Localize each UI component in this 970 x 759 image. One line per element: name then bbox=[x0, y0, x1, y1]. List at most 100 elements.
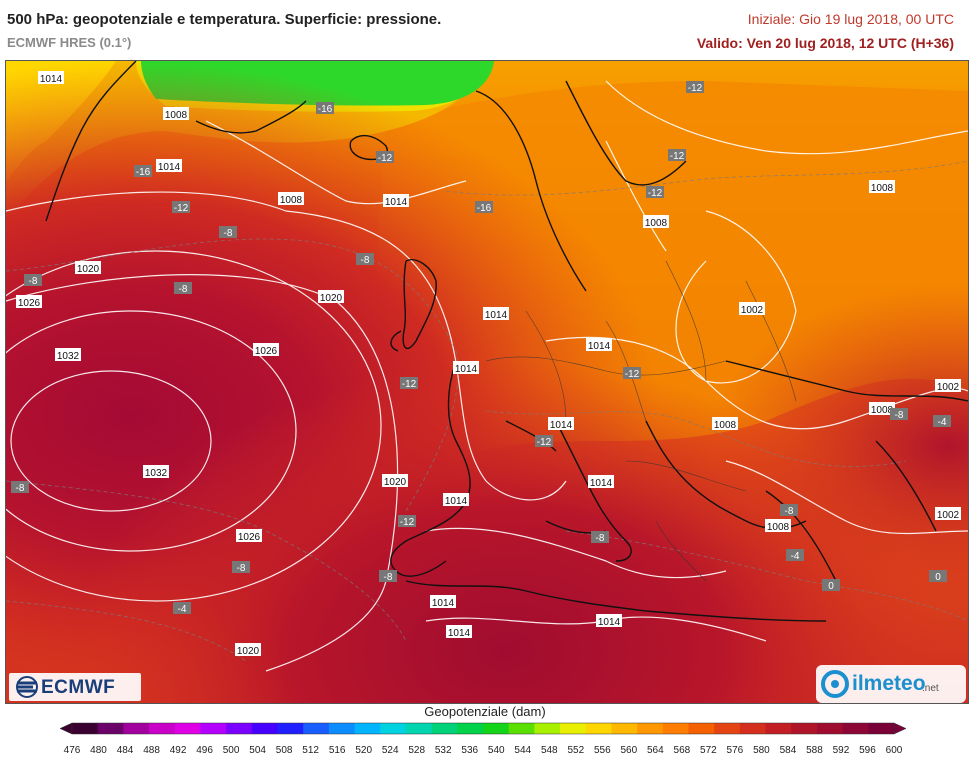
weather-map[interactable]: 1014 1008 1014 1008 1014 1020 1026 1032 … bbox=[5, 60, 969, 704]
ilmeteo-logo-text: ilmeteo bbox=[852, 672, 926, 695]
svg-text:1008: 1008 bbox=[280, 195, 303, 206]
colorbar-swatch bbox=[174, 723, 201, 734]
isobars bbox=[6, 80, 968, 672]
isobar-label: 1008 bbox=[278, 192, 304, 206]
geopotential-colorbar: 476 480 484 488 492 496 500 504 508 512 516 520 524 5… bbox=[59, 722, 907, 756]
svg-text:1026: 1026 bbox=[238, 532, 261, 543]
svg-text:1026: 1026 bbox=[18, 298, 41, 309]
isobar-label: 1014 bbox=[548, 417, 574, 431]
svg-text:1014: 1014 bbox=[550, 420, 573, 431]
temperature-label: -12 bbox=[668, 149, 686, 162]
svg-text:1014: 1014 bbox=[432, 598, 455, 609]
svg-text:1014: 1014 bbox=[590, 478, 613, 489]
svg-text:-4: -4 bbox=[938, 417, 947, 428]
colorbar-swatch bbox=[483, 723, 510, 734]
svg-text:1014: 1014 bbox=[485, 310, 508, 321]
svg-text:1008: 1008 bbox=[871, 405, 894, 416]
colorbar-swatch bbox=[585, 723, 612, 734]
temperature-label: -12 bbox=[686, 81, 704, 94]
svg-text:-12: -12 bbox=[378, 153, 393, 164]
isobar-label: 1008 bbox=[163, 107, 189, 121]
colorbar-swatch bbox=[842, 723, 869, 734]
temperature-label: -12 bbox=[623, 367, 641, 380]
colorbar-swatches bbox=[59, 722, 907, 735]
colorbar-swatch bbox=[868, 723, 895, 734]
isobar-label: 1020 bbox=[235, 643, 261, 657]
isobar-label: 1014 bbox=[596, 614, 622, 628]
isobar-label: 1032 bbox=[143, 465, 169, 479]
temperature-label: -8 bbox=[24, 274, 42, 287]
temperature-label: -4 bbox=[786, 549, 804, 562]
temperature-label: 0 bbox=[929, 570, 947, 583]
temperature-label: -8 bbox=[780, 504, 798, 517]
isobar-label-group: 1014 1008 1014 1008 1014 1020 1026 1032 … bbox=[16, 71, 961, 657]
temperature-label: -8 bbox=[591, 531, 609, 544]
colorbar-tick-label: 596 bbox=[859, 745, 876, 756]
isobar-label: 1020 bbox=[75, 261, 101, 275]
svg-text:1014: 1014 bbox=[448, 628, 471, 639]
temperature-label: -12 bbox=[398, 515, 416, 528]
colorbar-tick-label: 508 bbox=[276, 745, 293, 756]
colorbar-swatch bbox=[431, 723, 458, 734]
temperature-label-group: -16 -12 -16 -12 -16 -8 -8 -8 -8 -12 -12 … bbox=[11, 81, 951, 615]
svg-text:1008: 1008 bbox=[645, 218, 668, 229]
valid-time: Valido: Ven 20 lug 2018, 12 UTC (H+36) bbox=[696, 35, 954, 51]
svg-text:-4: -4 bbox=[791, 551, 800, 562]
colorbar-tick-label: 476 bbox=[64, 745, 81, 756]
svg-text:1014: 1014 bbox=[455, 364, 478, 375]
isobar-label: 1026 bbox=[236, 529, 262, 543]
isobar-label: 1014 bbox=[383, 194, 409, 208]
colorbar-max-arrow bbox=[893, 722, 907, 735]
svg-text:-12: -12 bbox=[670, 151, 685, 162]
svg-text:1026: 1026 bbox=[255, 346, 278, 357]
colorbar-swatch bbox=[149, 723, 176, 734]
isobar-label: 1014 bbox=[483, 307, 509, 321]
colorbar-swatch bbox=[611, 723, 638, 734]
colorbar-tick-label: 560 bbox=[620, 745, 637, 756]
svg-text:1014: 1014 bbox=[158, 162, 181, 173]
isobar-label: 1008 bbox=[643, 215, 669, 229]
svg-text:1008: 1008 bbox=[767, 522, 790, 533]
colorbar-tick-label: 548 bbox=[541, 745, 558, 756]
colorbar-swatch bbox=[765, 723, 792, 734]
temperature-label: -8 bbox=[11, 481, 29, 494]
svg-text:-8: -8 bbox=[361, 255, 370, 266]
temperature-label: -8 bbox=[174, 282, 192, 295]
colorbar-tick-label: 592 bbox=[833, 745, 850, 756]
svg-text:1008: 1008 bbox=[714, 420, 737, 431]
temperature-label: -4 bbox=[173, 602, 191, 615]
svg-text:0: 0 bbox=[828, 581, 834, 592]
isobar-label: 1014 bbox=[586, 338, 612, 352]
svg-text:-12: -12 bbox=[400, 517, 415, 528]
colorbar-swatch bbox=[97, 723, 124, 734]
colorbar-tick-label: 572 bbox=[700, 745, 717, 756]
colorbar-swatch bbox=[637, 723, 664, 734]
svg-text:1032: 1032 bbox=[57, 351, 80, 362]
colorbar-swatch bbox=[405, 723, 433, 734]
isobar-label: 1008 bbox=[712, 417, 738, 431]
colorbar-outline bbox=[71, 722, 895, 735]
isobar-label: 1002 bbox=[739, 302, 765, 316]
svg-text:1020: 1020 bbox=[384, 477, 407, 488]
colorbar-swatch bbox=[200, 723, 227, 734]
colorbar-tick-label: 536 bbox=[461, 745, 478, 756]
isobar-label: 1014 bbox=[446, 625, 472, 639]
svg-text:1014: 1014 bbox=[588, 341, 611, 352]
svg-text:-12: -12 bbox=[537, 437, 552, 448]
colorbar-tick-label: 584 bbox=[780, 745, 797, 756]
temperature-label: -16 bbox=[316, 102, 334, 115]
colorbar-swatch bbox=[457, 723, 484, 734]
svg-text:-8: -8 bbox=[16, 483, 25, 494]
isobar-label: 1020 bbox=[382, 474, 408, 488]
svg-text:1014: 1014 bbox=[385, 197, 408, 208]
svg-text:1008: 1008 bbox=[871, 183, 894, 194]
isobar-label: 1014 bbox=[443, 493, 469, 507]
ecmwf-logo-text: ECMWF bbox=[41, 677, 116, 698]
isobar-label: 1014 bbox=[38, 71, 64, 85]
svg-text:-12: -12 bbox=[648, 188, 663, 199]
temperature-label: -8 bbox=[890, 408, 908, 421]
svg-text:1020: 1020 bbox=[77, 264, 100, 275]
map-canvas: 1014 1008 1014 1008 1014 1020 1026 1032 … bbox=[6, 61, 968, 703]
isobar-label: 1026 bbox=[253, 343, 279, 357]
svg-text:1002: 1002 bbox=[741, 305, 764, 316]
